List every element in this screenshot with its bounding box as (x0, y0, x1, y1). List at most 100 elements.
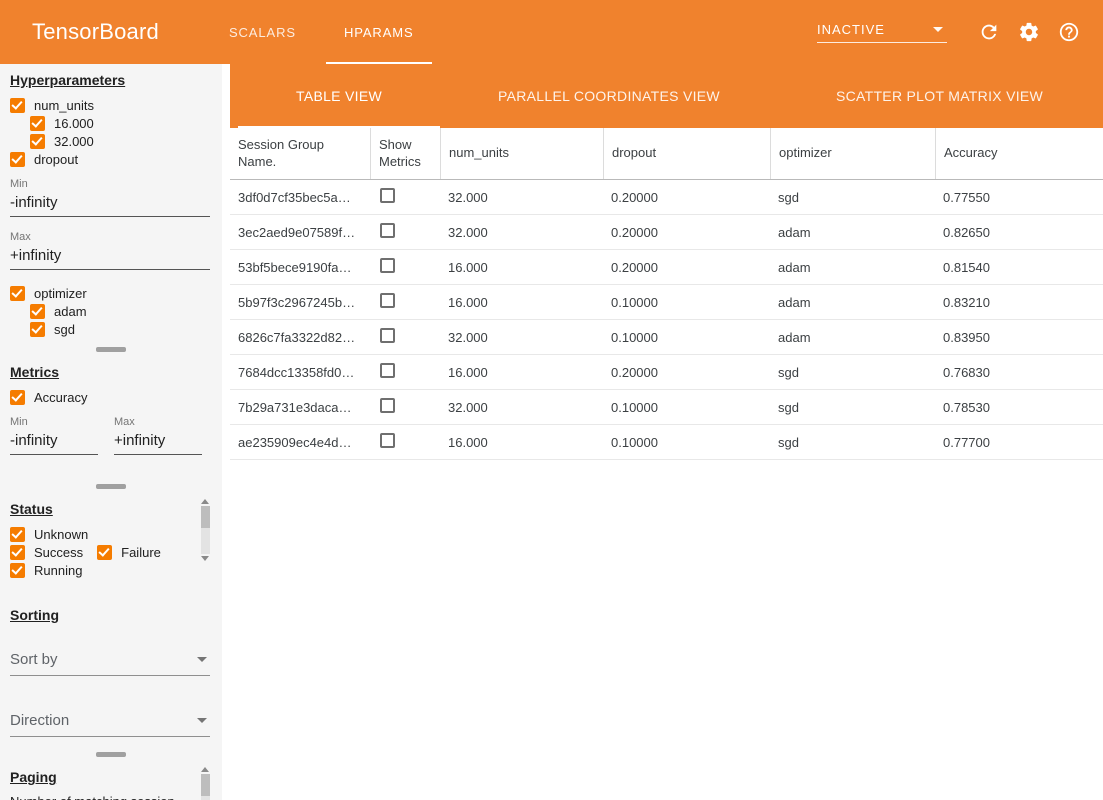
show-metrics-checkbox[interactable] (380, 188, 395, 203)
column-header-num-units: num_units (440, 128, 603, 179)
table-body: 3df0d7cf35bec5a… 32.000 0.20000 sgd 0.77… (230, 180, 1103, 460)
accuracy-cell: 0.81540 (935, 260, 1103, 275)
optimizer-option-sgd-row[interactable]: sgd (30, 320, 212, 338)
resize-handle[interactable] (96, 484, 126, 489)
column-header-dropout: dropout (603, 128, 770, 179)
sort-by-select[interactable]: Sort by (10, 647, 210, 676)
hparams-sidebar: Hyperparameters num_units 16.000 32.000 … (0, 64, 222, 800)
scrollbar-track[interactable] (201, 506, 210, 554)
scrollbar-down-arrow[interactable] (201, 556, 209, 561)
show-metrics-checkbox[interactable] (380, 328, 395, 343)
column-header-optimizer: optimizer (770, 128, 935, 179)
sorting-heading: Sorting (10, 607, 212, 623)
main-area: Hyperparameters num_units 16.000 32.000 … (0, 64, 1103, 800)
dropout-cell: 0.10000 (603, 295, 770, 310)
optimizer-cell: adam (770, 260, 935, 275)
hparams-content: TABLE VIEW PARALLEL COORDINATES VIEW SCA… (230, 64, 1103, 800)
resize-handle[interactable] (96, 752, 126, 757)
status-unknown-row[interactable]: Unknown (10, 525, 88, 543)
show-metrics-checkbox[interactable] (380, 363, 395, 378)
table-row: 6826c7fa3322d82… 32.000 0.10000 adam 0.8… (230, 320, 1103, 355)
hparam-num-units-row[interactable]: num_units (10, 96, 212, 114)
scrollbar-up-arrow[interactable] (201, 767, 209, 772)
optimizer-option-adam-label: adam (54, 304, 87, 319)
status-success-row[interactable]: Success (10, 543, 83, 561)
chevron-down-icon (933, 27, 943, 32)
checkbox-checked-icon (10, 286, 25, 301)
hparam-dropout-row[interactable]: dropout (10, 150, 212, 168)
tab-scatter-plot-matrix-view[interactable]: SCATTER PLOT MATRIX VIEW (778, 64, 1101, 128)
checkbox-checked-icon (10, 152, 25, 167)
session-group-name-cell: ae235909ec4e4d… (230, 435, 370, 450)
show-metrics-checkbox[interactable] (380, 398, 395, 413)
show-metrics-cell (370, 433, 440, 451)
scrollbar-track[interactable] (201, 774, 210, 800)
dropout-min-input[interactable] (10, 192, 210, 217)
status-options: Unknown Success Failure Running (10, 525, 188, 579)
hyperparameters-heading: Hyperparameters (10, 72, 212, 88)
reload-status-select[interactable]: INACTIVE (817, 22, 947, 43)
num-units-cell: 16.000 (440, 260, 603, 275)
tab-parallel-coordinates-view[interactable]: PARALLEL COORDINATES VIEW (440, 64, 778, 128)
max-label: Max (10, 231, 212, 243)
direction-select[interactable]: Direction (10, 708, 210, 737)
num-units-option-16-row[interactable]: 16.000 (30, 114, 212, 132)
settings-gear-icon[interactable] (1017, 20, 1041, 44)
nav-tab-scalars[interactable]: SCALARS (205, 0, 320, 64)
checkbox-checked-icon (30, 322, 45, 337)
accuracy-cell: 0.82650 (935, 225, 1103, 240)
section-divider (0, 479, 222, 493)
status-section: Status Unknown Success Failure (0, 493, 222, 583)
dropout-cell: 0.10000 (603, 330, 770, 345)
accuracy-cell: 0.77700 (935, 435, 1103, 450)
session-group-name-cell: 7684dcc13358fd0… (230, 365, 370, 380)
metric-accuracy-label: Accuracy (34, 390, 87, 405)
column-header-session-group-name: Session Group Name. (230, 128, 370, 179)
optimizer-option-adam-row[interactable]: adam (30, 302, 212, 320)
status-failure-label: Failure (121, 545, 161, 560)
metric-max-input[interactable] (114, 430, 202, 455)
show-metrics-cell (370, 293, 440, 311)
chevron-down-icon (197, 657, 207, 662)
sorting-section: Sorting Sort by Direction (0, 599, 222, 747)
resize-handle[interactable] (96, 347, 126, 352)
accuracy-cell: 0.78530 (935, 400, 1103, 415)
num-units-option-32-label: 32.000 (54, 134, 94, 149)
dropout-min-field: Min (10, 178, 212, 217)
num-units-option-32-row[interactable]: 32.000 (30, 132, 212, 150)
min-label: Min (10, 178, 212, 190)
scrollbar-up-arrow[interactable] (201, 499, 209, 504)
show-metrics-checkbox[interactable] (380, 433, 395, 448)
status-failure-row[interactable]: Failure (97, 543, 161, 561)
metric-min-input[interactable] (10, 430, 98, 455)
nav-tab-hparams[interactable]: HPARAMS (320, 0, 438, 64)
scrollbar-thumb[interactable] (201, 506, 210, 528)
refresh-icon[interactable] (977, 20, 1001, 44)
table-row: 5b97f3c2967245b… 16.000 0.10000 adam 0.8… (230, 285, 1103, 320)
show-metrics-checkbox[interactable] (380, 293, 395, 308)
show-metrics-cell (370, 328, 440, 346)
checkbox-checked-icon (10, 390, 25, 405)
metric-accuracy-row[interactable]: Accuracy (10, 388, 212, 406)
session-group-name-cell: 7b29a731e3daca… (230, 400, 370, 415)
dropout-cell: 0.20000 (603, 260, 770, 275)
section-divider (0, 342, 222, 356)
hparam-optimizer-row[interactable]: optimizer (10, 284, 212, 302)
session-groups-table: Session Group Name. Show Metrics num_uni… (230, 128, 1103, 800)
dropout-max-input[interactable] (10, 245, 210, 270)
scrollbar-thumb[interactable] (201, 774, 210, 796)
optimizer-cell: sgd (770, 435, 935, 450)
show-metrics-checkbox[interactable] (380, 258, 395, 273)
tab-table-view[interactable]: TABLE VIEW (238, 64, 440, 128)
session-group-name-cell: 53bf5bece9190fa… (230, 260, 370, 275)
help-icon[interactable] (1057, 20, 1081, 44)
show-metrics-checkbox[interactable] (380, 223, 395, 238)
checkbox-checked-icon (10, 545, 25, 560)
metrics-heading: Metrics (10, 364, 212, 380)
session-group-name-cell: 5b97f3c2967245b… (230, 295, 370, 310)
num-units-cell: 32.000 (440, 190, 603, 205)
num-units-cell: 16.000 (440, 435, 603, 450)
matching-groups-text: Number of matching session groups: 8 (10, 793, 190, 800)
status-running-row[interactable]: Running (10, 561, 82, 579)
accuracy-cell: 0.83950 (935, 330, 1103, 345)
